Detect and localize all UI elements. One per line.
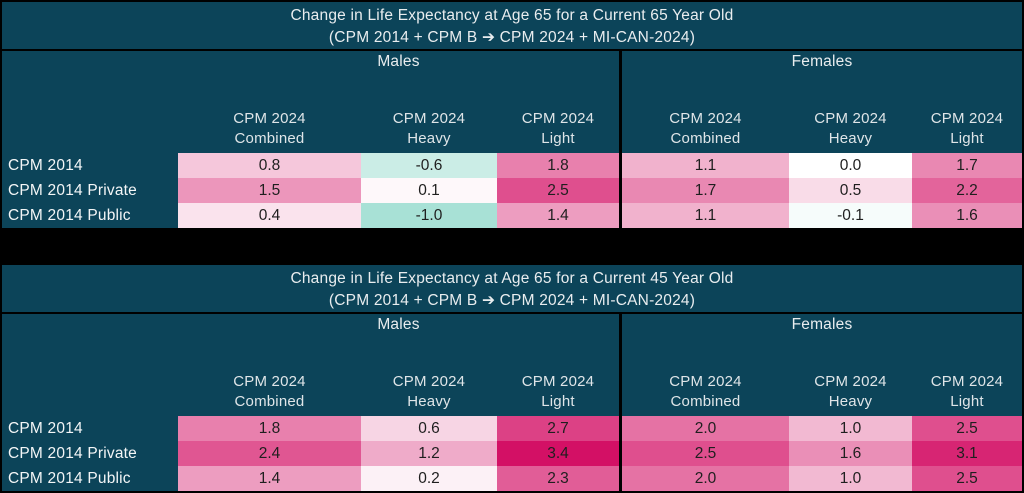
males-females-divider — [619, 314, 622, 491]
column-header: CPM 2024 Combined — [233, 373, 306, 410]
column-header: CPM 2024 Heavy — [814, 373, 887, 410]
females-group-header: Females — [791, 316, 853, 333]
table-title: Change in Life Expectancy at Age 65 for … — [290, 270, 734, 287]
column-header: CPM 2024 Combined — [669, 110, 742, 147]
value-cell: 1.8 — [178, 416, 361, 441]
value-cell: 0.1 — [361, 178, 497, 203]
value-cell: 1.0 — [789, 416, 912, 441]
column-header: CPM 2024 Heavy — [392, 373, 466, 410]
value-cell: 1.1 — [622, 153, 789, 178]
value-cell: 1.4 — [497, 203, 619, 228]
males-group-header: Males — [377, 316, 420, 333]
value-cell: 1.2 — [361, 441, 497, 466]
table-grid: Males CPM 2024 Combined CPM 2024 Heavy CPM 20… — [2, 51, 1022, 228]
value-cell: 3.4 — [497, 441, 619, 466]
value-cell: 2.0 — [622, 416, 789, 441]
value-cell: -1.0 — [361, 203, 497, 228]
value-cell: 0.5 — [789, 178, 912, 203]
value-cell: 2.0 — [622, 466, 789, 491]
table-title: Change in Life Expectancy at Age 65 for … — [290, 7, 734, 24]
panel-gap — [0, 230, 1024, 263]
value-cell: 0.4 — [178, 203, 361, 228]
value-cell: 2.3 — [497, 466, 619, 491]
column-header: CPM 2024 Combined — [233, 110, 306, 147]
table-title-block: Change in Life Expectancy at Age 65 for … — [2, 2, 1022, 51]
table-subtitle: (CPM 2014 + CPM B ➔ CPM 2024 + MI-CAN-20… — [328, 29, 696, 46]
row-label: CPM 2014 Private — [8, 182, 137, 199]
value-cell: 0.6 — [361, 416, 497, 441]
column-header: CPM 2024 Heavy — [392, 110, 466, 147]
value-cell: 2.5 — [912, 416, 1022, 441]
males-group-header: Males — [377, 53, 420, 70]
column-header: CPM 2024 Heavy — [814, 110, 887, 147]
row-label: CPM 2014 — [8, 420, 83, 437]
value-cell: 0.2 — [361, 466, 497, 491]
value-cell: 2.2 — [912, 178, 1022, 203]
heatmap-table-age-65: Change in Life Expectancy at Age 65 for … — [0, 0, 1024, 230]
heatmap-table-age-45: Change in Life Expectancy at Age 65 for … — [0, 263, 1024, 493]
value-cell: 2.5 — [912, 466, 1022, 491]
row-label: CPM 2014 Private — [8, 445, 137, 462]
row-label: CPM 2014 Public — [8, 470, 131, 487]
column-header: CPM 2024 Light — [930, 110, 1004, 147]
value-cell: 1.0 — [789, 466, 912, 491]
column-header: CPM 2024 Light — [521, 373, 595, 410]
value-cell: 1.1 — [622, 203, 789, 228]
value-cell: 1.6 — [912, 203, 1022, 228]
value-cell: 0.8 — [178, 153, 361, 178]
value-cell: 1.4 — [178, 466, 361, 491]
value-cell: 1.7 — [622, 178, 789, 203]
value-cell: 0.0 — [789, 153, 912, 178]
value-cell: 1.7 — [912, 153, 1022, 178]
table-subtitle: (CPM 2014 + CPM B ➔ CPM 2024 + MI-CAN-20… — [328, 292, 696, 309]
males-females-divider — [619, 51, 622, 228]
column-header: CPM 2024 Combined — [669, 373, 742, 410]
value-cell: 1.5 — [178, 178, 361, 203]
value-cell: 1.8 — [497, 153, 619, 178]
females-group-header: Females — [791, 53, 853, 70]
value-cell: -0.6 — [361, 153, 497, 178]
value-cell: 1.6 — [789, 441, 912, 466]
column-header: CPM 2024 Light — [930, 373, 1004, 410]
row-label: CPM 2014 — [8, 157, 83, 174]
value-cell: 3.1 — [912, 441, 1022, 466]
value-cell: 2.5 — [622, 441, 789, 466]
table-title-block: Change in Life Expectancy at Age 65 for … — [2, 265, 1022, 314]
value-cell: 2.5 — [497, 178, 619, 203]
value-cell: 2.7 — [497, 416, 619, 441]
column-header: CPM 2024 Light — [521, 110, 595, 147]
row-label: CPM 2014 Public — [8, 207, 131, 224]
value-cell: -0.1 — [789, 203, 912, 228]
table-grid: Males CPM 2024 Combined CPM 2024 Heavy CPM 20… — [2, 314, 1022, 491]
value-cell: 2.4 — [178, 441, 361, 466]
